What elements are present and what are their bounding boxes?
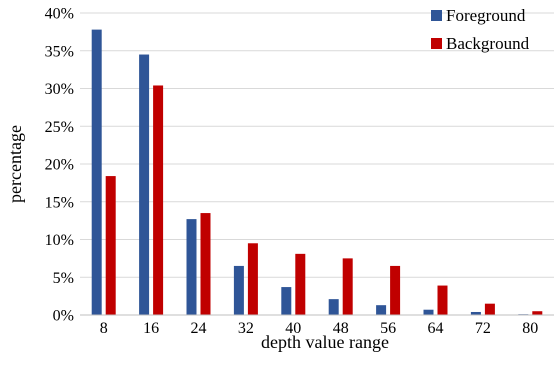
x-tick-label: 72 bbox=[475, 320, 491, 337]
x-tick-label: 16 bbox=[143, 320, 159, 337]
bar-foreground-32 bbox=[233, 265, 244, 315]
bar-background-24 bbox=[200, 213, 211, 315]
y-tick-label: 20% bbox=[45, 157, 74, 174]
y-tick-label: 35% bbox=[45, 43, 74, 60]
legend-label-foreground: Foreground bbox=[446, 6, 526, 25]
x-tick-labels: 8 16 24 32 40 48 56 64 72 80 bbox=[100, 320, 539, 337]
y-tick-label: 25% bbox=[45, 119, 74, 136]
x-tick-label: 80 bbox=[522, 320, 538, 337]
bar-background-80 bbox=[532, 311, 543, 315]
y-tick-label: 30% bbox=[45, 81, 74, 98]
x-tick-label: 8 bbox=[100, 320, 108, 337]
y-tick-label: 15% bbox=[45, 194, 74, 211]
bar-background-64 bbox=[437, 285, 448, 315]
x-tick-label: 48 bbox=[333, 320, 349, 337]
x-axis-title: depth value range bbox=[261, 332, 389, 352]
legend-label-background: Background bbox=[446, 34, 530, 53]
x-tick-label: 56 bbox=[380, 320, 396, 337]
bar-foreground-24 bbox=[186, 219, 197, 315]
bar-background-48 bbox=[342, 258, 353, 315]
y-axis-title: percentage bbox=[5, 125, 25, 203]
y-tick-label: 10% bbox=[45, 232, 74, 249]
x-tick-label: 24 bbox=[191, 320, 207, 337]
legend-swatch-foreground bbox=[431, 10, 442, 21]
bar-foreground-72 bbox=[470, 311, 481, 315]
bar-foreground-48 bbox=[328, 299, 339, 315]
y-tick-labels: 0% 5% 10% 15% 20% 25% 30% 35% 40% bbox=[45, 6, 74, 325]
bar-foreground-40 bbox=[281, 287, 292, 315]
bar-foreground-8 bbox=[91, 29, 102, 316]
bar-foreground-56 bbox=[376, 305, 387, 315]
x-tick-label: 64 bbox=[428, 320, 444, 337]
bar-background-40 bbox=[295, 253, 306, 315]
x-tick-label: 32 bbox=[238, 320, 254, 337]
bar-foreground-64 bbox=[423, 309, 434, 315]
bar-background-72 bbox=[484, 303, 495, 315]
y-tick-label: 40% bbox=[45, 6, 74, 23]
bar-background-56 bbox=[390, 265, 401, 315]
bar-background-32 bbox=[247, 243, 258, 315]
bars bbox=[91, 29, 543, 316]
bar-foreground-16 bbox=[139, 54, 150, 316]
y-tick-label: 0% bbox=[53, 308, 74, 325]
y-tick-label: 5% bbox=[53, 270, 74, 287]
bar-background-8 bbox=[105, 176, 116, 315]
legend: Foreground Background bbox=[431, 6, 530, 53]
x-tick-label: 40 bbox=[285, 320, 301, 337]
legend-swatch-background bbox=[431, 38, 442, 49]
bar-background-16 bbox=[153, 85, 164, 315]
